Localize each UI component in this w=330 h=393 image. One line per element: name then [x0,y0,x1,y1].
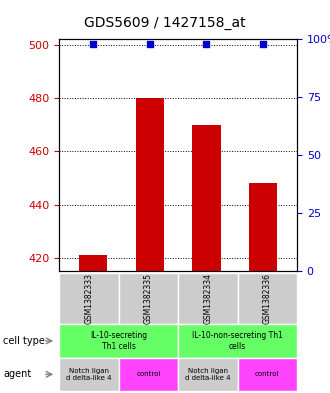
Text: GDS5609 / 1427158_at: GDS5609 / 1427158_at [84,16,246,30]
Text: IL-10-secreting
Th1 cells: IL-10-secreting Th1 cells [90,331,148,351]
Text: IL-10-non-secreting Th1
cells: IL-10-non-secreting Th1 cells [192,331,283,351]
Bar [192,125,221,271]
Text: GSM1382335: GSM1382335 [144,273,153,324]
Text: GSM1382334: GSM1382334 [203,273,213,324]
Bar [136,98,164,271]
Point [204,41,209,47]
Point [260,41,266,47]
Text: Notch ligan
d delta-like 4: Notch ligan d delta-like 4 [185,368,231,381]
Text: Notch ligan
d delta-like 4: Notch ligan d delta-like 4 [66,368,112,381]
Text: agent: agent [3,369,32,379]
Bar [249,183,277,271]
Text: control: control [255,371,280,377]
Bar [79,255,108,271]
Text: GSM1382333: GSM1382333 [84,273,94,324]
Point [91,41,96,47]
Text: GSM1382336: GSM1382336 [263,273,272,324]
Point [147,41,152,47]
Text: cell type: cell type [3,336,45,346]
Text: control: control [136,371,161,377]
